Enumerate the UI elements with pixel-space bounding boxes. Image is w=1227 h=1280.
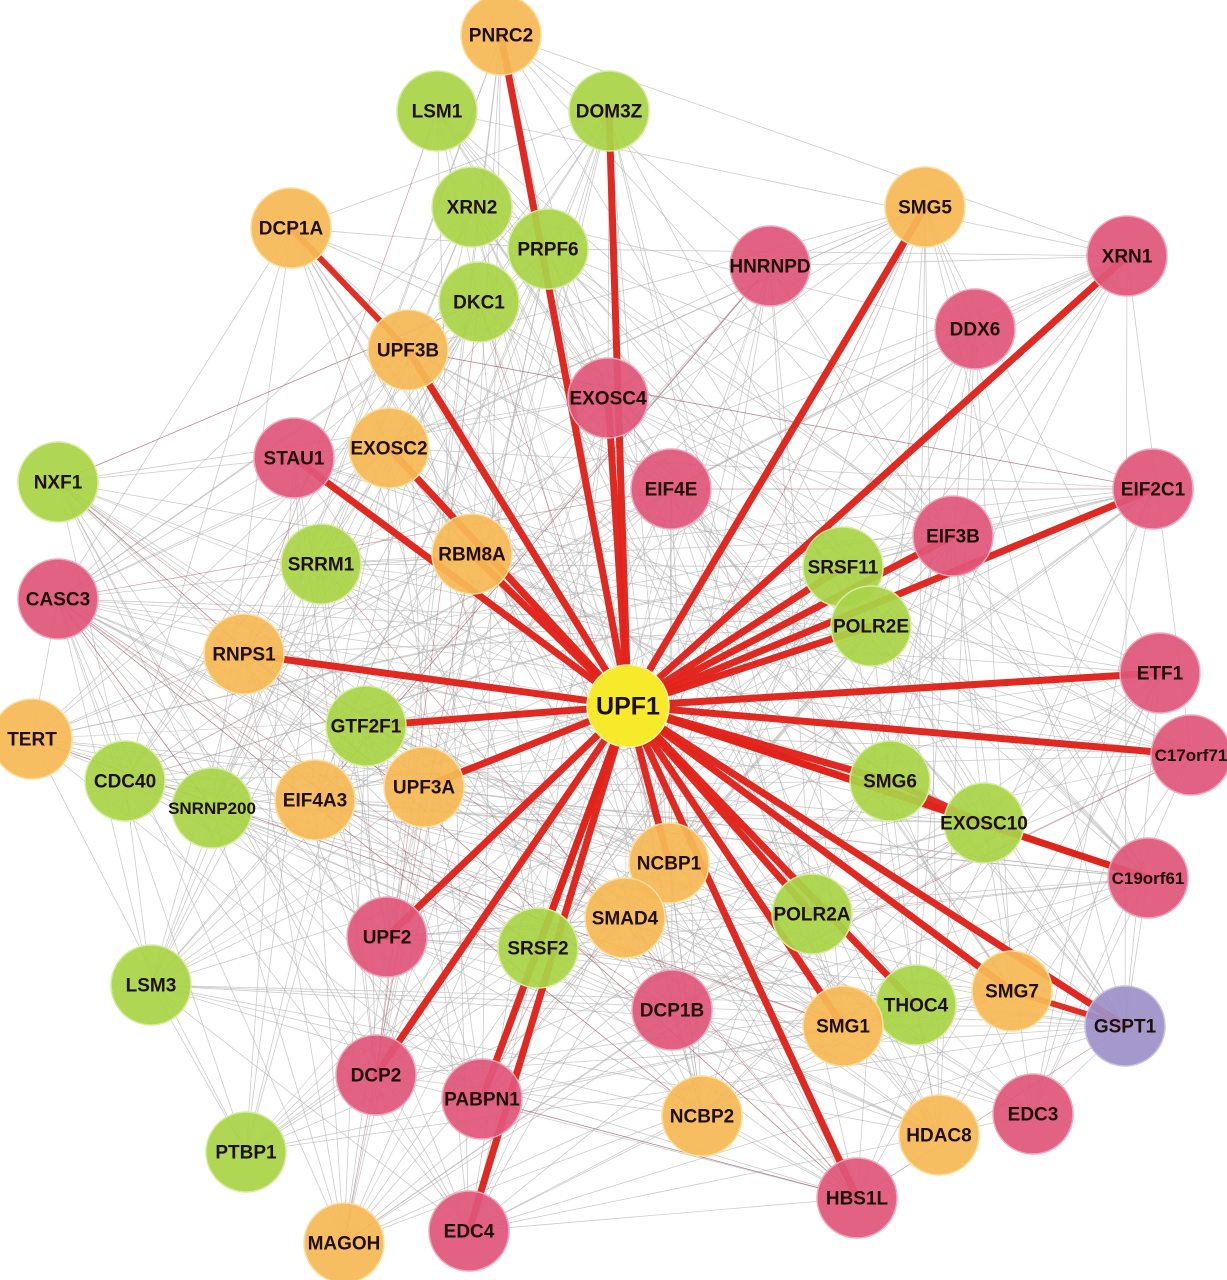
svg-text:UPF3B: UPF3B <box>377 340 439 361</box>
svg-text:EXOSC4: EXOSC4 <box>569 388 647 409</box>
svg-text:NCBP1: NCBP1 <box>637 853 702 874</box>
svg-text:NXF1: NXF1 <box>34 472 83 493</box>
svg-text:XRN2: XRN2 <box>447 197 498 218</box>
svg-text:LSM1: LSM1 <box>412 101 463 122</box>
svg-text:UPF3A: UPF3A <box>393 777 456 798</box>
svg-text:LSM3: LSM3 <box>126 975 177 996</box>
svg-text:SRRM1: SRRM1 <box>288 554 355 575</box>
svg-text:PRPF6: PRPF6 <box>517 239 578 260</box>
svg-text:HBS1L: HBS1L <box>826 1188 889 1209</box>
svg-text:STAU1: STAU1 <box>264 448 325 469</box>
svg-text:SMAD4: SMAD4 <box>592 908 659 929</box>
svg-text:PTBP1: PTBP1 <box>215 1142 277 1163</box>
svg-text:SRSF11: SRSF11 <box>808 557 879 578</box>
svg-text:DOM3Z: DOM3Z <box>576 101 643 122</box>
svg-text:CASC3: CASC3 <box>26 589 90 610</box>
svg-text:EXOSC2: EXOSC2 <box>350 438 427 459</box>
svg-text:EIF4A3: EIF4A3 <box>283 790 347 811</box>
svg-text:PNRC2: PNRC2 <box>469 25 533 46</box>
svg-text:EDC3: EDC3 <box>1008 1104 1059 1125</box>
svg-text:CDC40: CDC40 <box>94 771 156 792</box>
svg-text:EIF2C1: EIF2C1 <box>1121 479 1186 500</box>
svg-text:DCP1A: DCP1A <box>259 218 324 239</box>
svg-text:DKC1: DKC1 <box>453 292 505 313</box>
svg-text:GTF2F1: GTF2F1 <box>331 716 402 737</box>
svg-text:THOC4: THOC4 <box>884 995 949 1016</box>
svg-text:POLR2E: POLR2E <box>833 616 909 637</box>
svg-text:DCP2: DCP2 <box>351 1065 402 1086</box>
svg-text:SMG5: SMG5 <box>898 197 952 218</box>
svg-text:DCP1B: DCP1B <box>640 1000 704 1021</box>
svg-text:EDC4: EDC4 <box>444 1221 495 1242</box>
svg-text:PABPN1: PABPN1 <box>444 1089 520 1110</box>
svg-text:SMG7: SMG7 <box>985 981 1039 1002</box>
svg-text:C19orf61: C19orf61 <box>1112 869 1185 888</box>
svg-text:EIF3B: EIF3B <box>926 526 980 547</box>
svg-text:XRN1: XRN1 <box>1102 246 1153 267</box>
svg-text:NCBP2: NCBP2 <box>670 1106 734 1127</box>
svg-text:SRSF2: SRSF2 <box>507 938 568 959</box>
svg-text:HDAC8: HDAC8 <box>906 1125 971 1146</box>
svg-text:RNPS1: RNPS1 <box>212 644 276 665</box>
svg-text:DDX6: DDX6 <box>950 319 1001 340</box>
svg-text:MAGOH: MAGOH <box>308 1233 381 1254</box>
svg-text:ETF1: ETF1 <box>1137 663 1184 684</box>
svg-text:POLR2A: POLR2A <box>773 904 850 925</box>
svg-text:UPF2: UPF2 <box>363 927 412 948</box>
svg-text:HNRNPD: HNRNPD <box>729 256 810 277</box>
svg-text:EIF4E: EIF4E <box>645 479 698 500</box>
svg-text:C17orf71: C17orf71 <box>1155 746 1227 765</box>
svg-text:RBM8A: RBM8A <box>438 544 506 565</box>
svg-text:EXOSC10: EXOSC10 <box>940 813 1028 834</box>
svg-text:TERT: TERT <box>7 729 57 750</box>
svg-text:SNRNP200: SNRNP200 <box>168 799 256 818</box>
svg-text:SMG1: SMG1 <box>816 1016 870 1037</box>
svg-text:UPF1: UPF1 <box>596 693 660 721</box>
svg-text:SMG6: SMG6 <box>863 771 917 792</box>
svg-text:GSPT1: GSPT1 <box>1094 1016 1157 1037</box>
